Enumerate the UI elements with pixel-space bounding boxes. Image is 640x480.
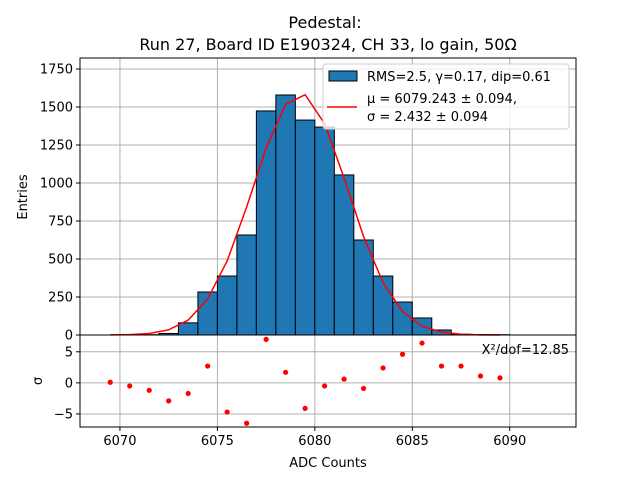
x-axis-label: ADC Counts xyxy=(289,456,367,471)
histogram-bar xyxy=(255,110,277,336)
axes-frame-bottom xyxy=(79,334,577,428)
x-tick-label: 6080 xyxy=(298,434,331,449)
y-tick-label: 250 xyxy=(48,291,73,306)
y-tick-label: 500 xyxy=(48,253,73,268)
x-tick-label: 6075 xyxy=(201,434,234,449)
y-tick-label: 1750 xyxy=(40,63,73,78)
residual-point xyxy=(360,385,367,392)
legend-hist-swatch xyxy=(328,70,358,82)
residual-point xyxy=(302,405,308,411)
chart-title-line1: Pedestal: xyxy=(288,13,361,32)
x-tick-label: 6085 xyxy=(396,434,429,449)
y-tick-label: 0 xyxy=(65,329,73,344)
y-tick-label: 1500 xyxy=(40,101,73,116)
y-tick-label: 750 xyxy=(48,215,73,230)
legend-fit-label-line2: σ = 2.432 ± 0.094 xyxy=(367,110,488,125)
residual-point xyxy=(380,365,386,371)
chart-title-line2: Run 27, Board ID E190324, CH 33, lo gain… xyxy=(139,35,516,54)
residual-point xyxy=(166,398,172,404)
legend-hist-label: RMS=2.5, γ=0.17, dip=0.61 xyxy=(367,70,551,85)
histogram-bar xyxy=(216,275,238,336)
legend-box xyxy=(322,63,570,130)
y-tick-label: 1000 xyxy=(40,177,73,192)
histogram-bar xyxy=(372,275,394,336)
chi2-annotation: X²/dof=12.85 xyxy=(482,343,569,358)
y-axis-label-entries: Entries xyxy=(16,174,31,220)
residual-point xyxy=(497,375,503,381)
y-tick-label: 5 xyxy=(65,345,73,360)
histogram-bar xyxy=(236,234,257,336)
residual-point xyxy=(224,409,230,415)
residual-point xyxy=(146,387,152,393)
residual-point xyxy=(107,379,113,385)
histogram-bar xyxy=(275,94,296,336)
legend-fit-label-line1: μ = 6079.243 ± 0.094, xyxy=(367,92,517,107)
x-tick-label: 6070 xyxy=(103,434,136,449)
residual-point xyxy=(263,336,269,342)
residual-point xyxy=(244,420,250,426)
residual-panel: 6070 6075 6080 6085 6090 −5 0 5 xyxy=(54,334,577,449)
residual-point xyxy=(321,383,328,389)
gaussian-fit-line xyxy=(110,93,500,336)
x-tick-label: 6090 xyxy=(493,434,526,449)
residual-point xyxy=(283,369,289,375)
y-tick-label: 1250 xyxy=(40,139,73,154)
residual-point xyxy=(205,363,211,369)
histogram-bar xyxy=(314,126,335,336)
histogram-bar xyxy=(177,322,199,336)
residual-point xyxy=(419,340,425,346)
y-axis-label-sigma: σ xyxy=(31,377,46,385)
histogram-bar xyxy=(294,119,316,336)
legend: RMS=2.5, γ=0.17, dip=0.61 μ = 6079.243 ±… xyxy=(322,63,570,130)
residual-point xyxy=(185,390,191,397)
histogram-bar xyxy=(392,301,413,336)
residual-point xyxy=(477,373,484,379)
residual-point xyxy=(458,363,464,369)
y-tick-label: 0 xyxy=(65,376,73,391)
residual-point xyxy=(341,376,347,382)
residual-point xyxy=(127,383,133,389)
residual-point xyxy=(399,351,406,357)
residual-point xyxy=(438,363,445,369)
y-tick-label: −5 xyxy=(54,407,73,422)
